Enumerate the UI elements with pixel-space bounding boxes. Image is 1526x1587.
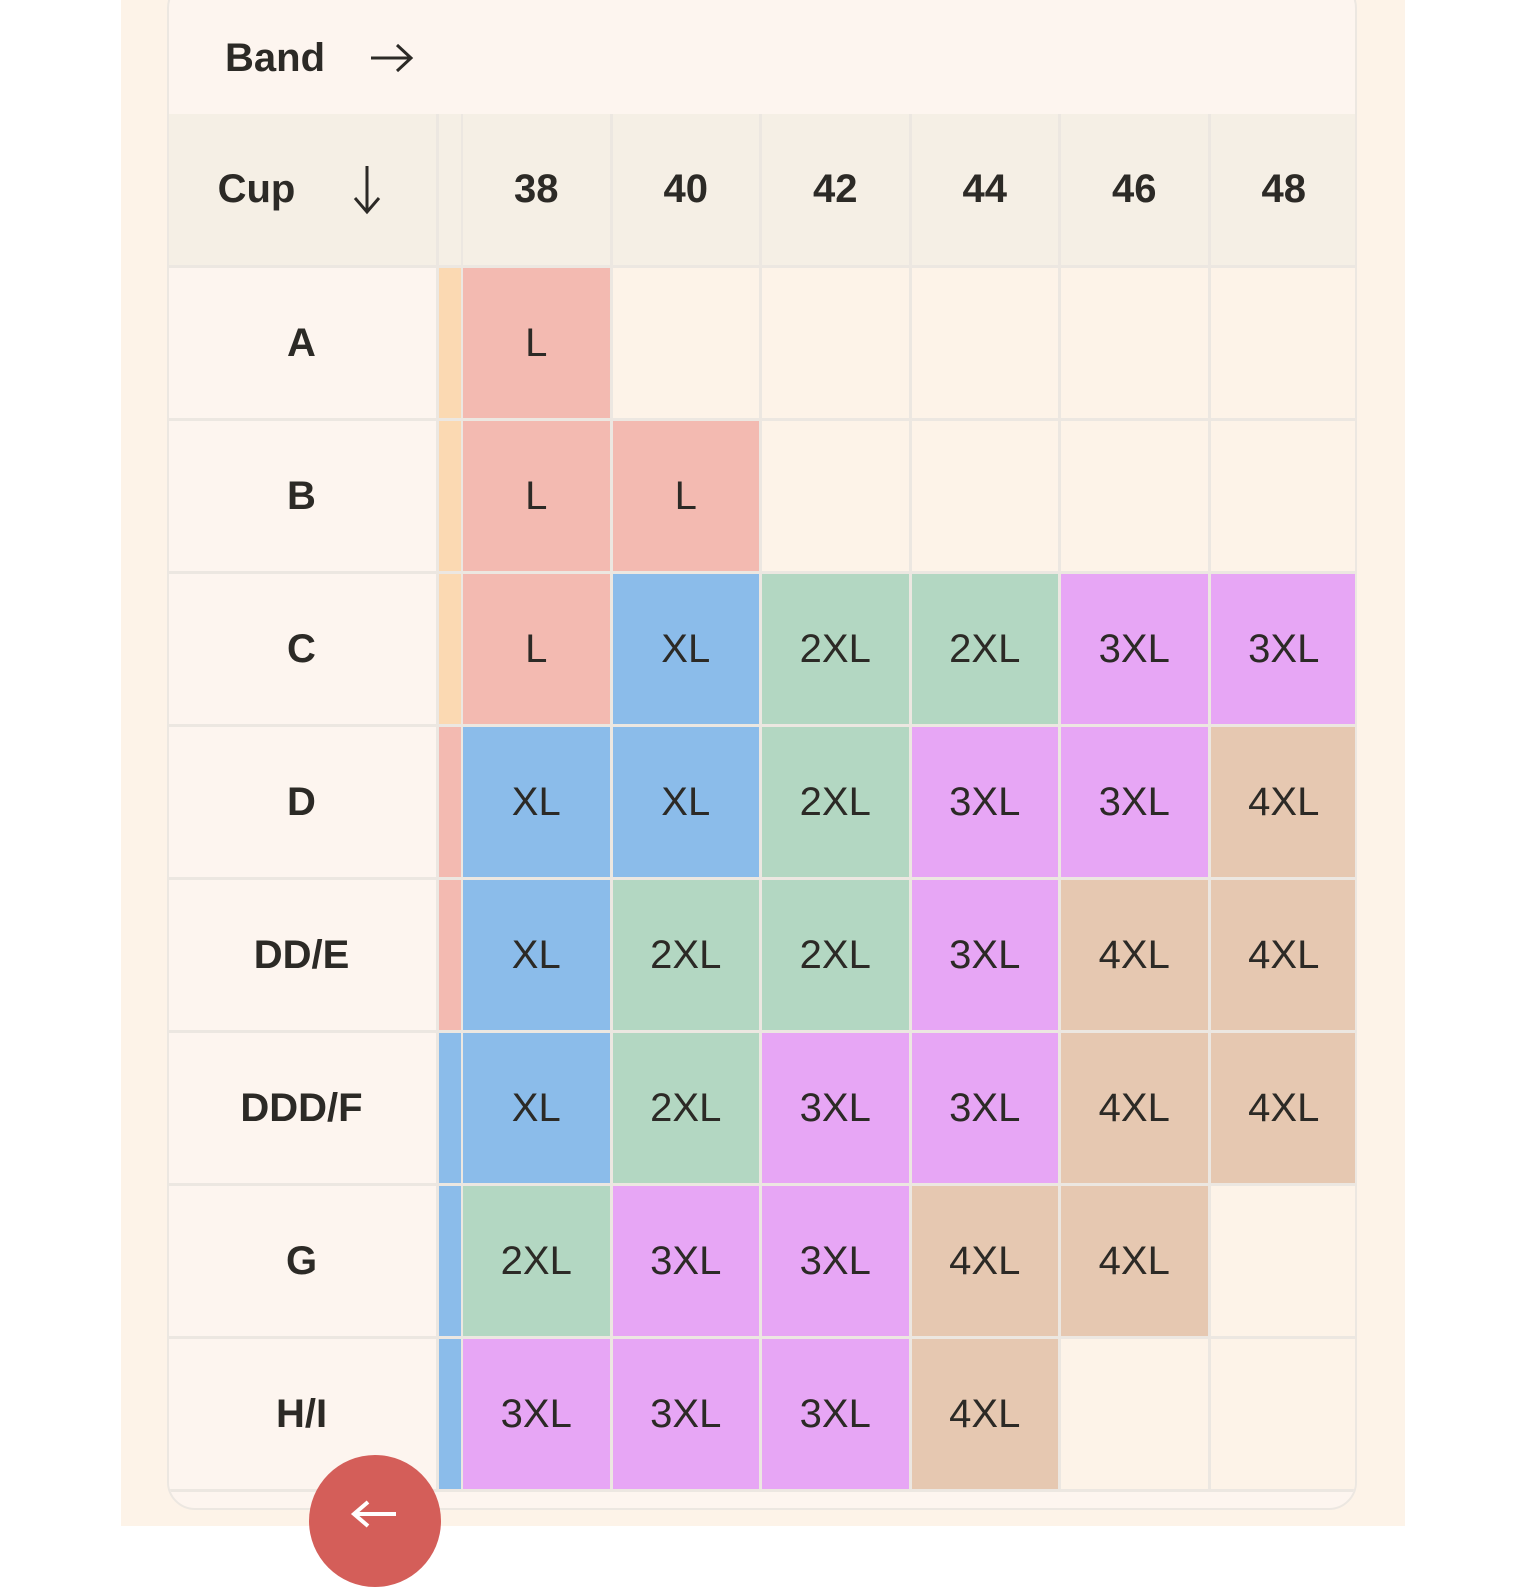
- empty-cell: [612, 268, 762, 421]
- size-chart-card: Band Cup 38 40 42 44 46 48 A L B L L C L XL 2XL 2XL 3XL 3X…: [167, 0, 1357, 1510]
- empty-cell: [762, 421, 912, 574]
- cup-row-label: B: [169, 421, 439, 574]
- size-cell: L: [612, 421, 762, 574]
- size-cell: 4XL: [911, 1186, 1061, 1339]
- cup-row-label: DDD/F: [169, 1033, 439, 1186]
- cup-header-content: Cup: [218, 164, 386, 216]
- band-label: Band: [225, 35, 325, 80]
- row-color-strip: [439, 574, 463, 727]
- empty-cell: [1061, 268, 1211, 421]
- size-cell: 3XL: [463, 1339, 613, 1492]
- band-column-header: 42: [762, 114, 912, 268]
- row-color-strip: [439, 727, 463, 880]
- cup-row-label: G: [169, 1186, 439, 1339]
- empty-cell: [1210, 1186, 1355, 1339]
- size-cell: 3XL: [762, 1033, 912, 1186]
- size-cell: 2XL: [463, 1186, 613, 1339]
- size-cell: 3XL: [1061, 574, 1211, 727]
- cup-row-label: D: [169, 727, 439, 880]
- size-cell: XL: [612, 727, 762, 880]
- band-column-header: 46: [1061, 114, 1211, 268]
- empty-cell: [1210, 1339, 1355, 1492]
- row-color-strip: [439, 1339, 463, 1492]
- size-cell: 4XL: [1061, 1033, 1211, 1186]
- cup-label: Cup: [217, 167, 296, 211]
- size-cell: 3XL: [911, 1033, 1061, 1186]
- size-cell: 3XL: [1061, 727, 1211, 880]
- size-cell: 2XL: [911, 574, 1061, 727]
- size-cell: 2XL: [762, 727, 912, 880]
- band-column-header: 48: [1210, 114, 1355, 268]
- size-cell: 3XL: [612, 1186, 762, 1339]
- empty-cell: [1210, 268, 1355, 421]
- cup-row-label: DD/E: [169, 880, 439, 1033]
- row-color-strip: [439, 880, 463, 1033]
- size-cell: L: [463, 574, 613, 727]
- size-cell: L: [463, 421, 613, 574]
- size-cell: 3XL: [1210, 574, 1355, 727]
- empty-cell: [762, 268, 912, 421]
- size-cell: 2XL: [762, 574, 912, 727]
- band-column-header: 44: [911, 114, 1061, 268]
- band-column-header: 40: [612, 114, 762, 268]
- size-cell: 3XL: [612, 1339, 762, 1492]
- arrow-left-icon: [350, 1500, 396, 1528]
- size-cell: 4XL: [1061, 880, 1211, 1033]
- row-color-strip: [439, 421, 463, 574]
- size-cell: XL: [463, 727, 613, 880]
- size-cell: 4XL: [1210, 727, 1355, 880]
- size-cell: 4XL: [1210, 880, 1355, 1033]
- size-cell: 2XL: [612, 880, 762, 1033]
- size-cell: 2XL: [762, 880, 912, 1033]
- size-cell: 4XL: [1061, 1186, 1211, 1339]
- empty-cell: [1210, 421, 1355, 574]
- empty-cell: [1061, 1339, 1211, 1492]
- size-cell: 3XL: [762, 1339, 912, 1492]
- band-column-header: 38: [463, 114, 613, 268]
- size-cell: XL: [463, 880, 613, 1033]
- size-cell: 3XL: [911, 880, 1061, 1033]
- size-cell: 2XL: [612, 1033, 762, 1186]
- band-header: Band: [169, 2, 1355, 114]
- arrow-down-icon: [354, 165, 381, 214]
- row-color-strip: [439, 1033, 463, 1186]
- cup-header: Cup: [169, 114, 439, 268]
- row-color-strip: [439, 268, 463, 421]
- size-cell: XL: [612, 574, 762, 727]
- header-strip: [439, 114, 463, 268]
- size-cell: XL: [463, 1033, 613, 1186]
- empty-cell: [911, 268, 1061, 421]
- size-cell: 3XL: [762, 1186, 912, 1339]
- back-button[interactable]: [309, 1455, 441, 1587]
- arrow-right-icon: [371, 43, 414, 73]
- cup-row-label: A: [169, 268, 439, 421]
- cup-row-label: C: [169, 574, 439, 727]
- row-color-strip: [439, 1186, 463, 1339]
- empty-cell: [911, 421, 1061, 574]
- size-cell: L: [463, 268, 613, 421]
- size-cell: 3XL: [911, 727, 1061, 880]
- empty-cell: [1061, 421, 1211, 574]
- size-cell: 4XL: [911, 1339, 1061, 1492]
- size-cell: 4XL: [1210, 1033, 1355, 1186]
